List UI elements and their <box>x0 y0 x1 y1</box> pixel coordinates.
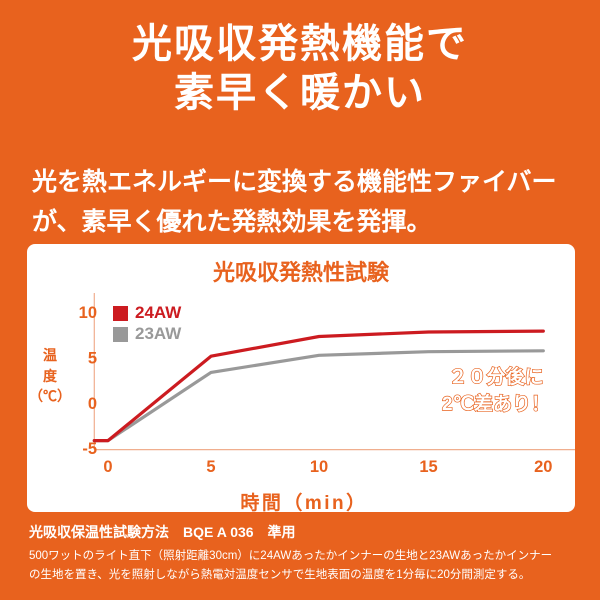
svg-text:5: 5 <box>88 350 97 368</box>
svg-text:20: 20 <box>534 458 552 476</box>
svg-text:15: 15 <box>419 458 437 476</box>
svg-text:0: 0 <box>103 458 112 476</box>
svg-text:-5: -5 <box>82 440 97 458</box>
svg-text:5: 5 <box>206 458 215 476</box>
svg-text:0: 0 <box>88 395 97 413</box>
svg-text:10: 10 <box>310 458 328 476</box>
svg-text:10: 10 <box>79 304 97 322</box>
